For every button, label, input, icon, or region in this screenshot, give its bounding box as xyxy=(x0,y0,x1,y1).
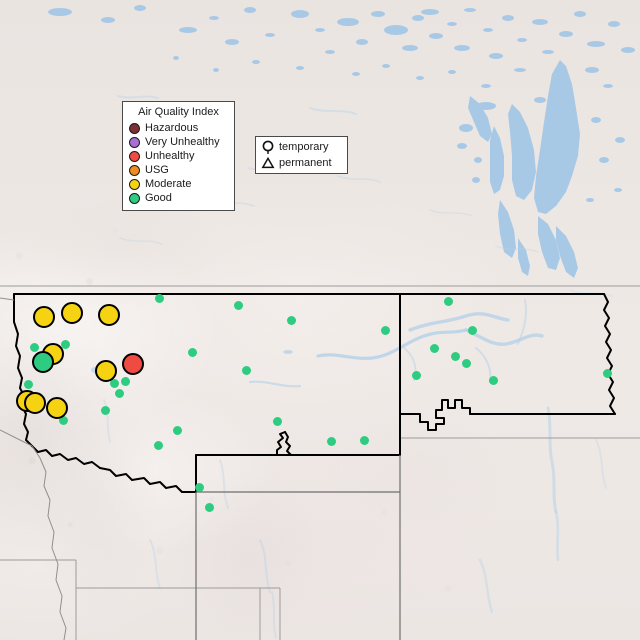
monitor-marker[interactable] xyxy=(24,392,46,414)
legend-swatch-usg xyxy=(129,164,140,176)
monitor-marker[interactable] xyxy=(58,415,68,425)
monitor-marker[interactable] xyxy=(461,358,471,368)
monitor-marker[interactable] xyxy=(429,343,439,353)
monitor-marker[interactable] xyxy=(359,435,369,445)
legend-label: Very Unhealthy xyxy=(145,136,220,148)
legend-label: Hazardous xyxy=(145,122,199,134)
legend-label-permanent: permanent xyxy=(279,157,332,169)
legend-swatch-hazardous xyxy=(129,122,140,134)
legend-row-usg: USG xyxy=(129,163,228,177)
monitor-marker[interactable] xyxy=(95,360,117,382)
monitor-marker[interactable] xyxy=(380,325,390,335)
monitor-marker[interactable] xyxy=(172,425,182,435)
monitor-marker[interactable] xyxy=(187,347,197,357)
monitor-marker[interactable] xyxy=(100,405,110,415)
legend-row-hazardous: Hazardous xyxy=(129,121,228,135)
monitor-marker[interactable] xyxy=(411,370,421,380)
site-type-legend: temporary permanent xyxy=(255,136,348,174)
legend-row-permanent: permanent xyxy=(260,155,343,171)
legend-row-moderate: Moderate xyxy=(129,177,228,191)
legend-swatch-moderate xyxy=(129,178,140,190)
monitor-marker[interactable] xyxy=(153,440,163,450)
monitor-marker[interactable] xyxy=(32,351,54,373)
monitor-marker[interactable] xyxy=(154,293,164,303)
monitor-marker[interactable] xyxy=(241,365,251,375)
monitor-marker[interactable] xyxy=(109,378,119,388)
monitor-marker[interactable] xyxy=(272,416,282,426)
monitor-marker[interactable] xyxy=(194,482,204,492)
monitor-marker[interactable] xyxy=(114,388,124,398)
legend-label: Unhealthy xyxy=(145,150,195,162)
monitor-marker[interactable] xyxy=(326,436,336,446)
monitor-marker[interactable] xyxy=(233,300,243,310)
monitor-marker[interactable] xyxy=(61,302,83,324)
monitor-marker[interactable] xyxy=(122,353,144,375)
monitor-marker[interactable] xyxy=(29,342,39,352)
legend-label-temporary: temporary xyxy=(279,141,329,153)
monitor-marker[interactable] xyxy=(23,379,33,389)
monitor-marker[interactable] xyxy=(488,375,498,385)
monitor-marker[interactable] xyxy=(120,376,130,386)
legend-swatch-unhealthy xyxy=(129,150,140,162)
circle-outline-icon xyxy=(260,140,276,155)
monitor-marker[interactable] xyxy=(60,339,70,349)
legend-row-good: Good xyxy=(129,191,228,205)
monitor-marker[interactable] xyxy=(286,315,296,325)
legend-row-unhealthy: Unhealthy xyxy=(129,149,228,163)
air-quality-index-legend: Air Quality Index Hazardous Very Unhealth… xyxy=(122,101,235,211)
monitor-marker[interactable] xyxy=(602,368,612,378)
monitor-marker[interactable] xyxy=(204,502,214,512)
monitor-marker[interactable] xyxy=(33,306,55,328)
monitor-marker[interactable] xyxy=(450,351,460,361)
monitor-marker[interactable] xyxy=(467,325,477,335)
monitor-marker[interactable] xyxy=(46,397,68,419)
legend-label: USG xyxy=(145,164,169,176)
monitor-marker[interactable] xyxy=(443,296,453,306)
monitor-marker[interactable] xyxy=(98,304,120,326)
legend-label: Moderate xyxy=(145,178,192,190)
legend-title: Air Quality Index xyxy=(138,106,219,118)
legend-swatch-very-unhealthy xyxy=(129,136,140,148)
legend-label: Good xyxy=(145,192,172,204)
triangle-outline-icon xyxy=(260,156,276,171)
legend-row-very-unhealthy: Very Unhealthy xyxy=(129,135,228,149)
legend-row-temporary: temporary xyxy=(260,139,343,155)
legend-swatch-good xyxy=(129,192,140,204)
